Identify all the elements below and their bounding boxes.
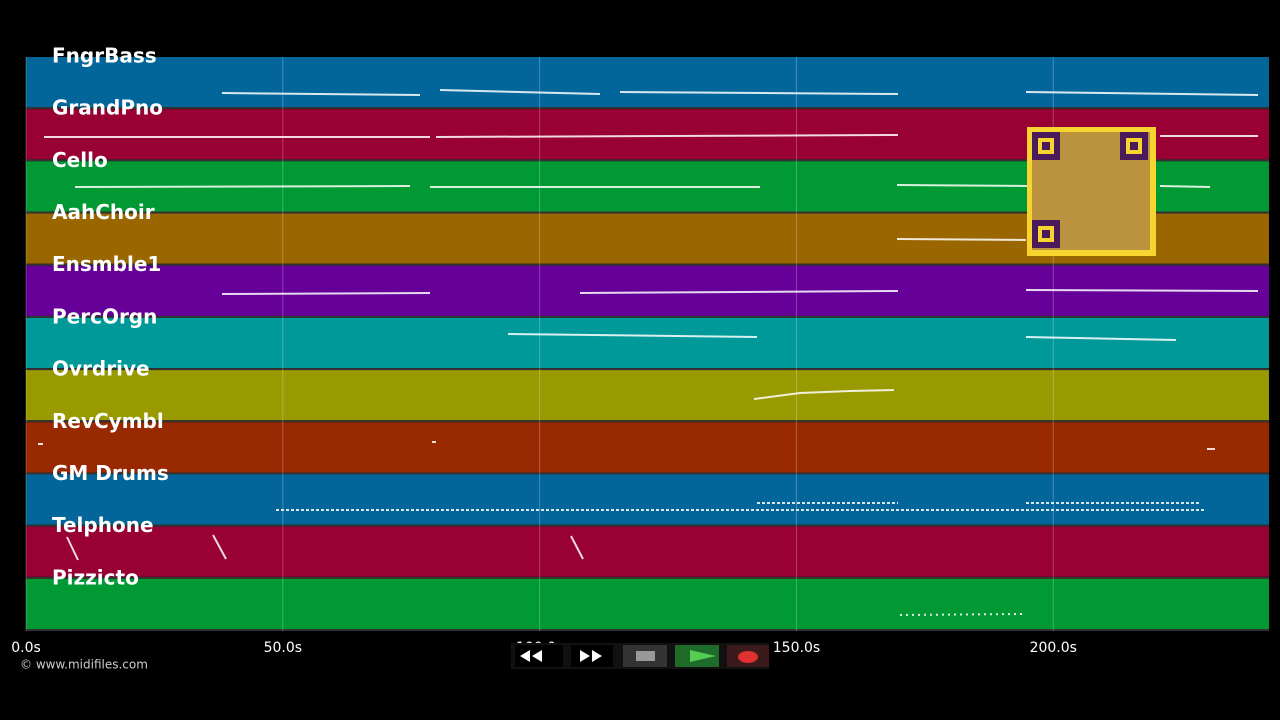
track-lane: [26, 57, 1269, 108]
copyright: © www.midifiles.com: [20, 658, 148, 672]
track-label: GM Drums: [52, 461, 169, 485]
track-lane: [26, 526, 1269, 577]
track-label: PercOrgn: [52, 304, 157, 328]
x-tick-label: 50.0s: [264, 640, 302, 656]
fast-forward-button[interactable]: [571, 645, 613, 667]
track-label: Telphone: [52, 513, 154, 537]
track-label: Pizzicto: [52, 565, 139, 589]
play-button[interactable]: [675, 645, 719, 667]
x-tick-label: 150.0s: [773, 640, 820, 656]
note-overlay: [38, 89, 1259, 616]
track-label: FngrBass: [52, 44, 157, 68]
track-lane: [26, 370, 1269, 421]
track-lane: [26, 422, 1269, 473]
record-button[interactable]: [727, 645, 769, 667]
track-label: RevCymbl: [52, 409, 164, 433]
track-label: Cello: [52, 148, 108, 172]
track-label: AahChoir: [52, 200, 155, 224]
x-tick-label: 0.0s: [11, 640, 41, 656]
track-lane: [26, 474, 1269, 525]
x-tick-label: 200.0s: [1030, 640, 1077, 656]
rewind-button[interactable]: [515, 645, 563, 667]
track-label: Ovrdrive: [52, 357, 150, 381]
stop-button[interactable]: [623, 645, 667, 667]
track-label: Ensmble1: [52, 252, 161, 276]
qr-code: [1027, 127, 1156, 256]
transport-controls: [511, 643, 769, 669]
track-lane: [26, 578, 1269, 629]
track-lane: [26, 317, 1269, 369]
track-label: GrandPno: [52, 96, 163, 120]
